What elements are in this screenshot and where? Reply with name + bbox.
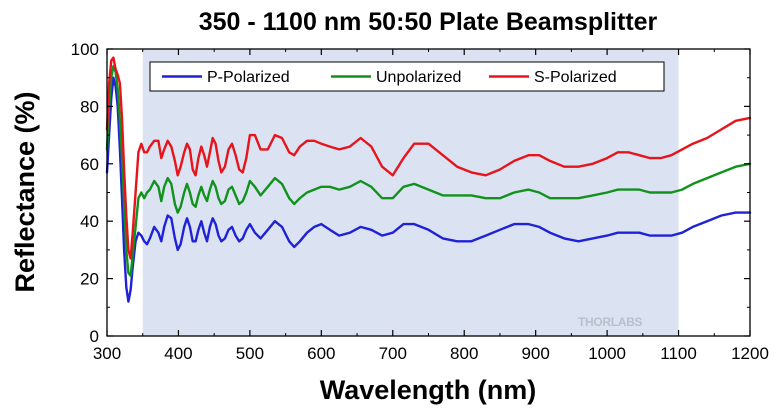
x-tick-label: 800 xyxy=(450,344,478,363)
y-tick-label: 80 xyxy=(80,97,99,116)
y-tick-label: 20 xyxy=(80,270,99,289)
x-tick-label: 1100 xyxy=(660,344,697,363)
x-tick-label: 700 xyxy=(379,344,407,363)
y-tick-label: 100 xyxy=(71,40,99,59)
series-line-s-polarized xyxy=(105,56,752,260)
x-tick-label: 600 xyxy=(307,344,335,363)
x-tick-label: 300 xyxy=(93,344,121,363)
y-axis-label: Reflectance (%) xyxy=(10,91,40,292)
x-tick-label: 400 xyxy=(164,344,192,363)
highlight-band xyxy=(142,49,679,336)
chart-title: 350 - 1100 nm 50:50 Plate Beamsplitter xyxy=(199,8,658,36)
axis-ticks: 300 400 500 600 700 800 900 1000 1100 1200 0 20 40 60… xyxy=(71,40,769,363)
x-tick-label: 500 xyxy=(236,344,264,363)
legend-box xyxy=(149,61,665,92)
legend-entry: P-Polarized xyxy=(207,69,290,86)
x-axis-label: Wavelength (nm) xyxy=(320,375,537,405)
legend-entry: S-Polarized xyxy=(534,69,617,86)
y-tick-label: 0 xyxy=(90,327,99,346)
x-tick-label: 900 xyxy=(521,344,549,363)
y-tick-label: 40 xyxy=(80,212,99,231)
series-layer xyxy=(105,56,752,303)
series-line-p-polarized xyxy=(105,76,752,303)
legend-entry: Unpolarized xyxy=(376,69,461,86)
x-tick-label: 1200 xyxy=(731,344,769,363)
legend: P-Polarized Unpolarized S-Polarized xyxy=(149,61,665,92)
x-tick-label: 1000 xyxy=(588,344,626,363)
series-line-unpolarized xyxy=(105,65,752,277)
watermark: THORLABS xyxy=(578,315,643,329)
y-tick-label: 60 xyxy=(80,155,99,174)
